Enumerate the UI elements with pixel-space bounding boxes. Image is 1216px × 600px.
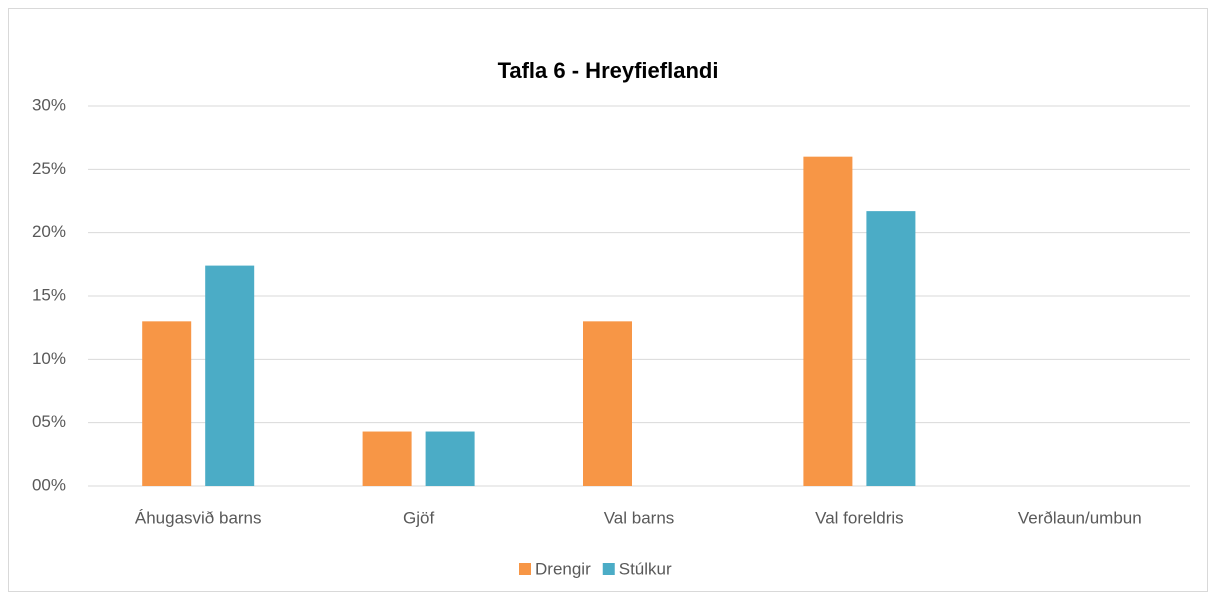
x-tick-label: Áhugasvið barns bbox=[135, 508, 262, 527]
legend-swatch bbox=[602, 563, 615, 575]
x-tick-label: Verðlaun/umbun bbox=[1018, 508, 1142, 527]
x-tick-label: Val barns bbox=[604, 508, 675, 527]
bar bbox=[205, 265, 255, 486]
y-tick-label: 30% bbox=[32, 95, 66, 114]
legend-swatch bbox=[519, 563, 531, 575]
y-tick-label: 15% bbox=[32, 285, 66, 304]
y-tick-label: 05% bbox=[32, 412, 66, 431]
bar bbox=[803, 156, 853, 486]
bar bbox=[362, 431, 412, 486]
bar bbox=[866, 211, 916, 486]
bar bbox=[425, 431, 475, 486]
x-tick-label: Val foreldris bbox=[815, 508, 904, 527]
legend-label: Drengir bbox=[535, 559, 591, 578]
legend-label: Stúlkur bbox=[619, 559, 672, 578]
chart-title: Tafla 6 - Hreyfieflandi bbox=[498, 58, 719, 83]
y-tick-label: 10% bbox=[32, 349, 66, 368]
y-tick-label: 25% bbox=[32, 159, 66, 178]
bar bbox=[583, 321, 632, 486]
y-tick-label: 20% bbox=[32, 222, 66, 241]
x-tick-label: Gjöf bbox=[403, 508, 434, 527]
bar bbox=[142, 321, 192, 486]
chart-frame bbox=[8, 8, 1208, 592]
y-tick-label: 00% bbox=[32, 475, 66, 494]
